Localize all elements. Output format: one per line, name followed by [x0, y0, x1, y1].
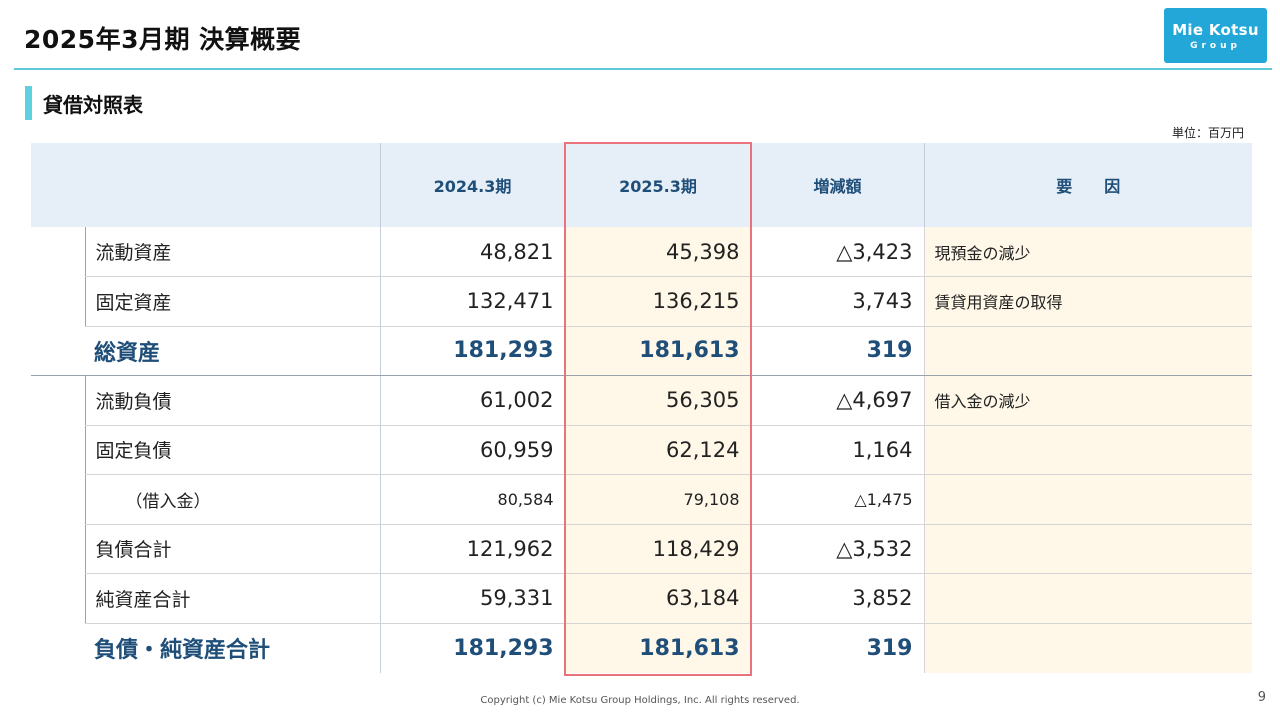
reason-text	[924, 326, 1252, 376]
reason-text	[924, 474, 1252, 525]
row-indent	[31, 425, 85, 475]
prev-value: 181,293	[380, 326, 566, 376]
curr-value: 181,613	[565, 326, 752, 376]
table-row: 負債合計 121,962 118,429 △3,532	[31, 524, 1252, 574]
row-label: 負債・純資産合計	[85, 623, 381, 673]
change-value: △3,532	[751, 524, 925, 574]
page-title: 2025年3月期 決算概要	[24, 25, 302, 54]
row-indent	[31, 227, 85, 277]
curr-value: 45,398	[565, 227, 752, 277]
row-indent	[31, 326, 85, 376]
curr-value: 56,305	[565, 375, 752, 426]
table-row: （借入金） 80,584 79,108 △1,475	[31, 474, 1252, 525]
change-value: 319	[751, 623, 925, 673]
prev-value: 48,821	[380, 227, 566, 277]
prev-value: 132,471	[380, 276, 566, 327]
reason-text	[924, 425, 1252, 475]
change-value: △1,475	[751, 474, 925, 525]
header-prev-year: 2024.3期	[380, 143, 566, 227]
row-indent	[31, 524, 85, 574]
table-header-row: 2024.3期 2025.3期 増減額 要 因	[31, 143, 1252, 227]
row-indent	[31, 376, 85, 426]
change-value: 3,743	[751, 276, 925, 327]
change-value: △3,423	[751, 227, 925, 277]
curr-value: 79,108	[565, 474, 752, 525]
change-value: 3,852	[751, 573, 925, 624]
table-row-total-assets: 総資産 181,293 181,613 319	[31, 326, 1252, 376]
title-divider	[14, 68, 1272, 70]
prev-value: 121,962	[380, 524, 566, 574]
prev-value: 80,584	[380, 474, 566, 525]
table-row: 流動資産 48,821 45,398 △3,423 現預金の減少	[31, 227, 1252, 277]
header-curr-year: 2025.3期	[565, 143, 752, 227]
row-indent	[31, 475, 85, 525]
logo-sub-text: Group	[1190, 41, 1241, 51]
unit-note: 単位：百万円	[1171, 126, 1244, 140]
reason-text: 賃貸用資産の取得	[924, 276, 1252, 327]
row-indent	[31, 623, 85, 673]
balance-sheet-table: 2024.3期 2025.3期 増減額 要 因 流動資産 48,821 45,3…	[31, 143, 1252, 673]
row-label: 負債合計	[84, 524, 381, 574]
company-logo: Mie Kotsu Group	[1164, 8, 1267, 63]
copyright-footer: Copyright (c) Mie Kotsu Group Holdings, …	[480, 695, 800, 706]
curr-value: 62,124	[565, 425, 752, 475]
table-row: 固定資産 132,471 136,215 3,743 賃貸用資産の取得	[31, 276, 1252, 327]
reason-text	[924, 623, 1252, 673]
reason-text: 借入金の減少	[924, 375, 1252, 426]
prev-value: 61,002	[380, 375, 566, 426]
table-row: 純資産合計 59,331 63,184 3,852	[31, 573, 1252, 624]
section-marker	[25, 86, 32, 120]
change-value: 1,164	[751, 425, 925, 475]
header-change: 増減額	[751, 143, 925, 227]
curr-value: 63,184	[565, 573, 752, 624]
reason-text	[924, 524, 1252, 574]
row-label: 固定資産	[84, 276, 381, 327]
section-title: 貸借対照表	[43, 93, 143, 117]
curr-value: 118,429	[565, 524, 752, 574]
row-label: 固定負債	[84, 425, 381, 475]
change-value: 319	[751, 326, 925, 376]
header-reason: 要 因	[924, 143, 1252, 227]
table-row-total-liabilities-equity: 負債・純資産合計 181,293 181,613 319	[31, 623, 1252, 673]
row-label: 流動資産	[84, 227, 381, 277]
reason-text	[924, 573, 1252, 624]
change-value: △4,697	[751, 375, 925, 426]
prev-value: 59,331	[380, 573, 566, 624]
reason-text: 現預金の減少	[924, 227, 1252, 277]
header-item	[31, 143, 381, 227]
row-indent	[31, 574, 85, 624]
prev-value: 181,293	[380, 623, 566, 673]
row-label: 純資産合計	[84, 573, 381, 624]
row-label: 流動負債	[84, 375, 381, 426]
page-number: 9	[1257, 690, 1266, 705]
curr-value: 181,613	[565, 623, 752, 673]
row-label: 総資産	[85, 326, 381, 376]
table-row: 固定負債 60,959 62,124 1,164	[31, 425, 1252, 475]
table-row: 流動負債 61,002 56,305 △4,697 借入金の減少	[31, 375, 1252, 426]
logo-main-text: Mie Kotsu	[1172, 21, 1259, 39]
prev-value: 60,959	[380, 425, 566, 475]
row-indent	[31, 277, 85, 327]
curr-value: 136,215	[565, 276, 752, 327]
row-label: （借入金）	[84, 474, 381, 525]
